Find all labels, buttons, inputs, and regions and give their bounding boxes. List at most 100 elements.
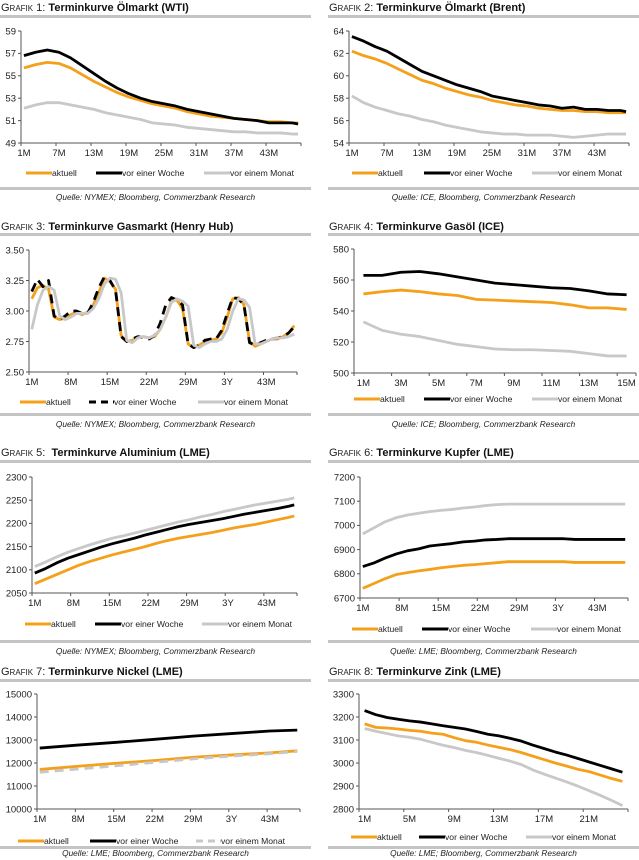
series-line-vor-einer-woche — [364, 709, 623, 774]
x-tick-label: 3M — [394, 378, 407, 389]
y-tick-label: 15000 — [6, 689, 32, 700]
chart-separator — [328, 640, 639, 643]
x-tick-label: 5M — [403, 814, 416, 825]
y-tick-label: 540 — [333, 306, 349, 317]
legend-label: vor einem Monat — [558, 168, 623, 178]
legend-swatch-vor-einem-monat — [202, 622, 228, 626]
legend-item-aktuell: aktuell — [352, 167, 403, 179]
y-tick-label: 3.25 — [6, 276, 25, 287]
title-underline — [0, 233, 311, 236]
legend-swatch-vor-einem-monat — [532, 397, 558, 401]
series-line-vor-einer-woche — [363, 270, 627, 297]
x-tick-label: 3Y — [226, 814, 238, 825]
chart-number-label: Grafik 4: — [329, 221, 374, 233]
legend-label: vor einem Monat — [557, 624, 622, 634]
x-tick-label: 1M — [25, 377, 38, 388]
legend-swatch-aktuell — [351, 835, 377, 839]
title-underline — [0, 460, 311, 463]
legend-item-vor-einem-monat: vor einem Monat — [526, 831, 616, 843]
legend-swatch-aktuell — [352, 171, 378, 175]
chart-number-label: Grafik 8: — [329, 666, 374, 678]
y-tick-label: 2300 — [6, 472, 27, 483]
y-tick-label: 2800 — [333, 804, 354, 815]
legend-item-aktuell: aktuell — [354, 393, 405, 405]
x-tick-label: 22M — [140, 377, 159, 388]
y-tick-label: 12000 — [6, 758, 32, 769]
series-line-aktuell — [34, 514, 295, 586]
chart-source-note: Quelle: ICE; Bloomberg, Commerzbank Rese… — [391, 419, 576, 429]
y-tick-label: 10000 — [6, 804, 32, 815]
legend-label: vor einem Monat — [230, 168, 295, 178]
legend-swatch-vor-einer-woche — [419, 835, 445, 839]
y-tick-label: 3200 — [333, 712, 354, 723]
series-line-vor-einem-monat — [23, 101, 299, 136]
y-tick-label: 2250 — [6, 496, 27, 507]
x-tick-label: 19M — [120, 148, 139, 159]
x-tick-label: 1M — [356, 603, 369, 614]
legend-label: aktuell — [377, 832, 402, 842]
chart-number-label: Grafik 7: — [1, 666, 46, 678]
x-tick-label: 43M — [588, 148, 607, 159]
chart-separator — [328, 187, 639, 190]
y-tick-label: 2150 — [6, 542, 27, 553]
legend-label: vor einer Woche — [445, 832, 508, 842]
x-tick-label: 11M — [543, 378, 561, 389]
x-tick-label: 15M — [107, 814, 126, 825]
legend-label: aktuell — [378, 624, 403, 634]
legend-item-vor-einem-monat: vor einem Monat — [531, 623, 621, 635]
y-tick-label: 580 — [333, 244, 349, 255]
legend-label: vor einer Woche — [116, 836, 179, 846]
y-tick-label: 3100 — [333, 735, 354, 746]
series-line-aktuell — [364, 722, 623, 783]
x-tick-label: 22M — [146, 814, 165, 825]
legend-label: aktuell — [378, 168, 403, 178]
title-underline — [0, 679, 311, 682]
title-underline — [328, 460, 639, 463]
chart-separator — [0, 846, 311, 849]
series-line-vor-einem-monat — [34, 496, 295, 568]
y-tick-label: 13000 — [6, 735, 32, 746]
legend-swatch-vor-einer-woche — [422, 627, 448, 631]
chart-number-label: Grafik 3: — [1, 221, 46, 233]
x-tick-label: 17M — [535, 814, 554, 825]
x-tick-label: 29M — [179, 377, 198, 388]
x-tick-label: 31M — [190, 148, 209, 159]
y-tick-label: 51 — [5, 116, 16, 127]
y-tick-label: 11000 — [6, 781, 32, 792]
x-tick-label: 15M — [432, 603, 451, 614]
chart-title-text: Terminkurve Gasmarkt (Henry Hub) — [48, 221, 234, 233]
x-tick-label: 43M — [257, 598, 276, 609]
series-line-vor-einem-monat — [30, 276, 295, 349]
y-tick-label: 49 — [5, 138, 16, 149]
y-tick-label: 6700 — [334, 593, 355, 604]
x-tick-label: 9M — [507, 378, 520, 389]
chart-5-title: Grafik 5: Terminkurve Aluminium (LME) — [1, 447, 210, 460]
legend-item-vor-einer-woche: vor einer Woche — [88, 396, 176, 408]
chart-number-label: Grafik 5: — [1, 447, 46, 459]
y-tick-label: 2900 — [333, 781, 354, 792]
legend-swatch-vor-einer-woche — [90, 839, 116, 843]
y-tick-label: 54 — [333, 138, 344, 149]
chart-8-plot: 2800 2900 3000 3100 3200 3300 1M 5M 9M 13M 17M 21M — [333, 689, 629, 825]
chart-4-plot: 500 520 540 560 580 1M 3M 5M 7M 9M 11M 13M 15M — [333, 244, 637, 389]
chart-source-note: Quelle: ICE, Bloomberg, Commerzbank Rese… — [391, 192, 576, 202]
chart-6-title: Grafik 6: Terminkurve Kupfer (LME) — [329, 447, 514, 460]
y-tick-label: 64 — [333, 26, 344, 37]
chart-title-text: Terminkurve Zink (LME) — [376, 666, 501, 678]
chart-7-plot: 10000 11000 12000 13000 14000 15000 1M 8M 15M 22M… — [6, 689, 301, 825]
legend-item-aktuell: aktuell — [351, 831, 402, 843]
y-tick-label: 2050 — [6, 588, 27, 599]
y-tick-label: 58 — [333, 94, 344, 105]
x-tick-label: 5M — [432, 378, 445, 389]
x-tick-label: 29M — [510, 603, 529, 614]
legend-swatch-vor-einer-woche — [96, 171, 122, 175]
y-tick-label: 2.75 — [6, 337, 25, 348]
chart-title-text: Terminkurve Kupfer (LME) — [376, 447, 514, 459]
legend-swatch-aktuell — [20, 400, 46, 404]
title-underline — [0, 15, 311, 18]
x-tick-label: 3Y — [552, 603, 564, 614]
legend-label: vor einem Monat — [221, 836, 286, 846]
chart-separator — [0, 640, 311, 643]
x-tick-label: 1M — [345, 148, 358, 159]
